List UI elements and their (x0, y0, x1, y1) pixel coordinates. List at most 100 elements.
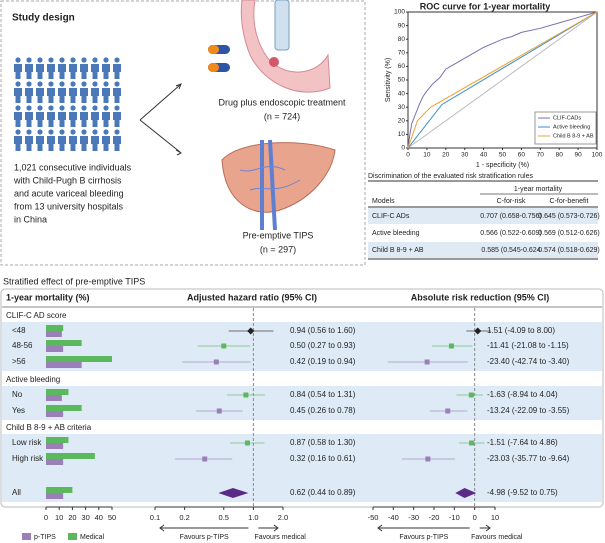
table-row-band (368, 208, 598, 224)
x-tick-label: 1.0 (248, 513, 258, 522)
row-label: All (12, 488, 21, 497)
person-head (103, 105, 109, 111)
y-tick-label: 0 (401, 145, 405, 152)
x-tick-label: 90 (574, 152, 582, 159)
row-label: <48 (12, 326, 26, 335)
point-estimate (424, 359, 430, 365)
table-cell: 0.585 (0.545-0.624 (481, 247, 540, 254)
x-tick-label: 0.2 (179, 513, 189, 522)
person-head (15, 105, 21, 111)
x-tick-label: 10 (423, 152, 431, 159)
estimate-label: 1.51 (-4.09 to 8.00) (487, 326, 555, 335)
person-body (69, 88, 77, 103)
y-tick-label: 10 (398, 131, 406, 138)
person-body (113, 112, 121, 127)
person-head (114, 57, 120, 63)
person-head (114, 81, 120, 87)
x-tick-label: 70 (537, 152, 545, 159)
population-text: and acute variceal bleeding (14, 188, 124, 198)
bar (46, 493, 64, 499)
table-cell: 0.574 (0.518-0.629) (538, 247, 600, 254)
table-cell: 0.569 (0.512-0.626) (538, 230, 600, 237)
estimate-label: 0.50 (0.27 to 0.93) (290, 341, 356, 350)
bar (46, 395, 62, 401)
x-tick-label: -30 (408, 513, 419, 522)
estimate-label: 0.87 (0.58 to 1.30) (290, 438, 356, 447)
person-head (70, 105, 76, 111)
point-estimate (216, 408, 222, 414)
group-label: Active bleeding (6, 375, 60, 384)
y-tick-label: 100 (394, 9, 405, 16)
person-body (91, 136, 99, 151)
point-estimate (445, 408, 451, 414)
table-column-header: C-for-benefit (550, 198, 589, 205)
person-head (26, 105, 32, 111)
row-label: Low risk (12, 438, 42, 447)
arrows (139, 84, 181, 153)
person-head (48, 81, 54, 87)
estimate-label: 0.84 (0.54 to 1.31) (290, 390, 356, 399)
person-body (36, 112, 44, 127)
point-estimate (474, 327, 482, 335)
legend-box (534, 111, 597, 145)
reference-diagonal (407, 11, 598, 149)
table-cell: 0.645 (0.573-0.726) (538, 213, 600, 220)
section-title: Stratified effect of pre-emptive TIPS (3, 276, 145, 286)
person-body (25, 88, 33, 103)
person-body (47, 136, 55, 151)
stomach-illustration (240, 0, 331, 93)
x-tick-label: -40 (388, 513, 399, 522)
summary-diamond (455, 488, 477, 498)
person-head (103, 81, 109, 87)
row-label: >56 (12, 357, 26, 366)
x-tick-label: -50 (368, 513, 379, 522)
table-group-header: 1-year mortality (514, 186, 563, 193)
arm-n: (n = 297) (260, 244, 296, 254)
x-tick-label: 20 (68, 513, 76, 522)
people-icons (14, 57, 121, 151)
estimate-label: 0.62 (0.44 to 0.89) (290, 488, 356, 497)
table-cell: 0.707 (0.658-0.756) (480, 213, 542, 220)
person-head (92, 129, 98, 135)
table-column-header: C-for-risk (497, 198, 526, 205)
estimate-label: -13.24 (-22.09 to -3.55) (487, 406, 570, 415)
bar (46, 362, 82, 368)
person-body (102, 136, 110, 151)
estimate-label: -1.63 (-8.94 to 4.04) (487, 390, 558, 399)
direction-label: Favours p-TIPS (180, 534, 229, 541)
direction-label: Favours p-TIPS (399, 534, 448, 541)
estimate-label: 0.45 (0.26 to 0.78) (290, 406, 356, 415)
person-body (25, 136, 33, 151)
person-head (114, 129, 120, 135)
y-tick-label: 20 (398, 118, 406, 125)
direction-label: Favours medical (471, 534, 523, 541)
person-head (15, 57, 21, 63)
person-head (59, 129, 65, 135)
legend-label: CLIF-CADs (553, 115, 581, 121)
person-head (81, 129, 87, 135)
person-head (103, 57, 109, 63)
person-body (58, 88, 66, 103)
x-tick-label: 10 (491, 513, 499, 522)
person-head (92, 57, 98, 63)
row-label: Yes (12, 406, 25, 415)
arm-label: Drug plus endoscopic treatment (218, 97, 346, 107)
bar (46, 405, 82, 411)
legend-label: Medical (80, 534, 105, 541)
group-label: CLIF-C AD score (6, 311, 67, 320)
person-head (15, 81, 21, 87)
point-estimate (425, 456, 431, 462)
population-text: in China (14, 214, 47, 224)
person-body (69, 112, 77, 127)
person-body (47, 112, 55, 127)
x-tick-label: 10 (55, 513, 63, 522)
person-body (58, 64, 66, 79)
x-axis-label: 1 - specificity (%) (476, 162, 529, 169)
person-body (25, 112, 33, 127)
person-body (91, 64, 99, 79)
liver-illustration (221, 139, 336, 231)
roc-line (407, 11, 598, 149)
summary-diamond (218, 488, 249, 498)
point-estimate (469, 440, 475, 446)
x-tick-label: 40 (480, 152, 488, 159)
